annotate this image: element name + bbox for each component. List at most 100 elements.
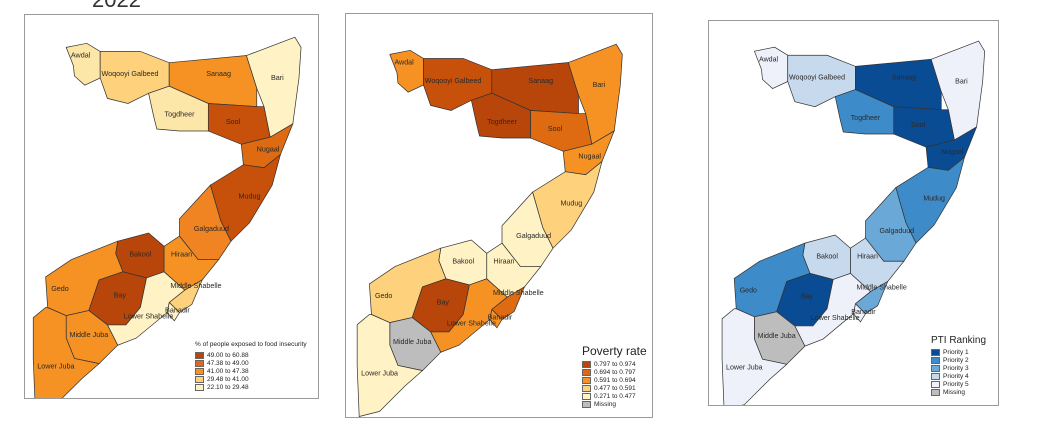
region-label-lower-shabelle: Lower Shabelle <box>124 313 174 321</box>
region-label-togdheer: Togdheer <box>165 111 196 119</box>
pti-ranking-map: Awdal Woqooyi Galbeed Togdheer Sanaag Bari So… <box>721 40 986 405</box>
legend-item: 0.271 to 0.477 <box>582 392 647 400</box>
region-label-hiraan: Hiraan <box>171 251 192 259</box>
legend-swatch <box>195 359 204 367</box>
legend-label: Priority 2 <box>943 356 969 364</box>
region-awdal[interactable] <box>65 42 101 86</box>
region-label-mudug: Mudug <box>923 196 945 203</box>
region-label-awdal: Awdal <box>394 59 414 67</box>
region-label-togdheer: Togdheer <box>851 115 881 122</box>
region-label-sool: Sool <box>226 118 241 126</box>
legend-label: Missing <box>594 400 617 408</box>
legend-item: Missing <box>582 400 647 408</box>
pti-ranking-legend: PTI Ranking Priority 1 Priority 2 Priority… <box>931 335 986 396</box>
food-insecurity-map-panel: Awdal Woqooyi Galbeed Togdheer Sanaag Bari So… <box>24 14 319 399</box>
legend-title: % of people exposed to food insecurity <box>195 341 307 348</box>
legend-item: Priority 3 <box>931 364 986 372</box>
region-lower-shabelle[interactable] <box>106 271 186 346</box>
region-label-nugaal: Nugaal <box>941 149 964 156</box>
region-label-woqooyi-galbeed: Woqooyi Galbeed <box>425 77 482 85</box>
region-label-middle-shabelle: Middle Shabelle <box>493 289 544 297</box>
legend-item: 41.00 to 47.38 <box>195 367 307 375</box>
region-lower-juba[interactable] <box>721 308 788 405</box>
legend-label: 22.10 to 29.48 <box>207 383 249 391</box>
legend-swatch <box>931 388 940 396</box>
region-label-woqooyi-galbeed: Woqooyi Galbeed <box>102 70 159 78</box>
legend-swatch <box>931 372 940 380</box>
region-label-gedo: Gedo <box>740 288 757 295</box>
region-label-bari: Bari <box>271 74 284 82</box>
legend-label: Priority 1 <box>943 348 969 356</box>
region-label-galgaduud: Galgaduud <box>194 225 229 233</box>
poverty-rate-legend: Poverty rate 0.797 to 0.974 0.694 to 0.79… <box>582 344 647 408</box>
region-label-togdheer: Togdheer <box>487 118 517 126</box>
legend-swatch <box>931 364 940 372</box>
region-lower-shabelle[interactable] <box>794 272 872 347</box>
region-label-bay: Bay <box>801 294 814 301</box>
food-insecurity-map: Awdal Woqooyi Galbeed Togdheer Sanaag Bari So… <box>32 36 302 399</box>
region-label-banadir: Banadir <box>851 309 876 316</box>
legend-swatch <box>931 348 940 356</box>
poverty-rate-map: Awdal Woqooyi Galbeed Togdheer Sanaag Bari So… <box>356 43 623 417</box>
region-label-mudug: Mudug <box>239 192 261 200</box>
legend-swatch <box>582 368 591 376</box>
legend-label: 49.00 to 60.88 <box>207 351 249 359</box>
region-label-lower-shabelle: Lower Shabelle <box>447 320 496 328</box>
legend-title: PTI Ranking <box>931 335 987 346</box>
region-label-middle-juba: Middle Juba <box>393 338 431 346</box>
region-awdal[interactable] <box>389 49 424 93</box>
legend-item: Missing <box>931 388 986 396</box>
legend-item: 22.10 to 29.48 <box>195 383 307 391</box>
region-label-lower-juba: Lower Juba <box>361 370 398 378</box>
legend-label: Priority 5 <box>943 380 969 388</box>
legend-label: Priority 4 <box>943 372 969 380</box>
legend-item: 0.477 to 0.591 <box>582 384 647 392</box>
region-label-hiraan: Hiraan <box>494 258 515 266</box>
legend-swatch <box>582 400 591 408</box>
region-label-banadir: Banadir <box>165 307 190 315</box>
region-label-sanaag: Sanaag <box>528 77 553 85</box>
region-label-gedo: Gedo <box>375 292 392 300</box>
region-togdheer[interactable] <box>148 85 209 132</box>
region-lower-juba[interactable] <box>356 314 424 417</box>
region-lower-juba[interactable] <box>32 307 100 399</box>
legend-label: 29.48 to 41.00 <box>207 375 249 383</box>
region-group: Awdal Woqooyi Galbeed Togdheer Sanaag Bari So… <box>32 36 302 399</box>
region-label-nugaal: Nugaal <box>578 152 601 160</box>
region-label-bay: Bay <box>114 291 127 299</box>
legend-item: 0.694 to 0.797 <box>582 368 647 376</box>
legend-item: 47.38 to 49.00 <box>195 359 307 367</box>
legend-swatch <box>931 356 940 364</box>
region-label-bari: Bari <box>593 81 606 89</box>
legend-item: Priority 4 <box>931 372 986 380</box>
legend-title: Poverty rate <box>582 344 647 358</box>
region-label-galgaduud: Galgaduud <box>880 228 915 235</box>
region-group: Awdal Woqooyi Galbeed Togdheer Sanaag Bari So… <box>356 43 623 417</box>
legend-label: 0.694 to 0.797 <box>594 368 636 376</box>
region-togdheer[interactable] <box>834 89 895 135</box>
region-label-hiraan: Hiraan <box>857 253 878 260</box>
region-label-woqooyi-galbeed: Woqooyi Galbeed <box>789 74 845 81</box>
legend-label: Priority 3 <box>943 364 969 372</box>
clipped-figure-title: 2022 <box>92 0 141 13</box>
legend-label: 47.38 to 49.00 <box>207 359 249 367</box>
region-lower-shabelle[interactable] <box>430 278 508 353</box>
food-insecurity-legend: % of people exposed to food insecurity 4… <box>195 341 307 391</box>
region-label-bari: Bari <box>955 79 968 86</box>
legend-label: 0.591 to 0.694 <box>594 376 636 384</box>
region-label-sanaag: Sanaag <box>892 74 916 81</box>
region-label-awdal: Awdal <box>71 52 91 60</box>
legend-label: 41.00 to 47.38 <box>207 367 249 375</box>
legend-swatch <box>931 380 940 388</box>
legend-swatch <box>195 367 204 375</box>
region-awdal[interactable] <box>753 46 789 89</box>
region-label-bakool: Bakool <box>129 251 151 259</box>
poverty-rate-map-panel: Awdal Woqooyi Galbeed Togdheer Sanaag Bari So… <box>345 13 653 418</box>
region-label-awdal: Awdal <box>759 56 779 63</box>
pti-ranking-map-panel: Awdal Woqooyi Galbeed Togdheer Sanaag Bari So… <box>708 20 999 406</box>
region-label-nugaal: Nugaal <box>257 145 280 153</box>
region-label-lower-juba: Lower Juba <box>726 364 763 371</box>
region-togdheer[interactable] <box>470 92 531 139</box>
legend-swatch <box>195 351 204 359</box>
legend-swatch <box>582 360 591 368</box>
